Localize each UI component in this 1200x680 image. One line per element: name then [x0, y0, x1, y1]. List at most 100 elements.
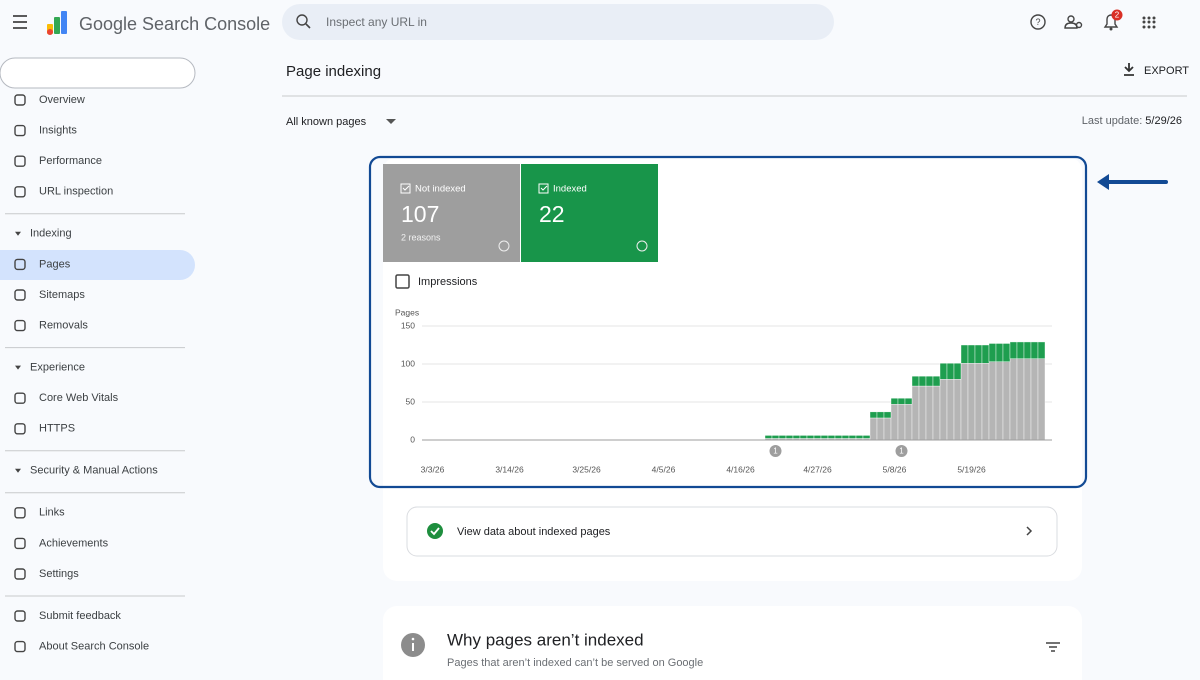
bar — [1023, 341, 1032, 359]
property-selector[interactable] — [0, 57, 196, 89]
bar — [813, 435, 822, 439]
product-name: Google Search Console — [79, 14, 270, 34]
bar — [953, 379, 962, 441]
tile-count: 107 — [401, 201, 439, 227]
nav-item[interactable]: Submit feedback — [39, 610, 121, 622]
users-button[interactable] — [1064, 15, 1083, 29]
highlight-frame — [368, 155, 1088, 489]
bar — [855, 435, 864, 439]
x-tick-label: 4/27/26 — [803, 464, 832, 474]
indexed-tile[interactable] — [521, 164, 658, 262]
y-axis-label: Pages — [395, 307, 419, 317]
nav-item[interactable]: HTTPS — [39, 423, 75, 435]
help-button[interactable]: ? — [1030, 14, 1046, 30]
nav-item[interactable]: Insights — [39, 125, 77, 137]
bar — [862, 435, 871, 439]
not-indexed-tile[interactable] — [383, 164, 520, 262]
filter-icon[interactable] — [1046, 642, 1060, 652]
bar — [904, 398, 913, 405]
x-tick-label: 5/19/26 — [957, 464, 986, 474]
annotation-label: 1 — [773, 447, 778, 456]
filter-dropdown[interactable]: All known pages — [286, 116, 367, 128]
notification-count: 2 — [1115, 11, 1120, 20]
nav-item[interactable]: Overview — [39, 94, 85, 106]
sidebar-heading[interactable]: Indexing — [30, 228, 72, 240]
apps-button[interactable] — [1142, 16, 1156, 29]
nav-icon — [14, 258, 26, 271]
export-icon — [1124, 63, 1134, 76]
bar — [792, 435, 801, 439]
page-title: Page indexing — [286, 63, 381, 80]
nav-item[interactable]: Performance — [39, 155, 102, 167]
bar — [806, 435, 815, 439]
chart: 0 50 100 150 3/3/26 3/14/26 3/25/26 4/5/26 4/16/… — [401, 320, 1052, 474]
impressions-checkbox[interactable] — [395, 274, 410, 289]
help-icon[interactable] — [498, 240, 510, 252]
bar — [918, 375, 927, 387]
bar — [939, 363, 948, 380]
indexed-link-card[interactable] — [406, 506, 1058, 557]
x-tick-label: 3/25/26 — [572, 464, 601, 474]
bar — [974, 344, 983, 364]
why-card — [383, 606, 1082, 680]
search-box[interactable] — [282, 4, 834, 40]
bar — [897, 398, 906, 405]
y-tick-label: 100 — [401, 358, 415, 368]
bar — [827, 435, 836, 439]
bar — [1016, 341, 1025, 359]
bar — [841, 435, 850, 439]
bar — [799, 435, 808, 439]
nav-item[interactable]: Settings — [39, 568, 79, 580]
bar — [967, 344, 976, 364]
tile-checkbox[interactable] — [538, 183, 549, 194]
bar — [995, 361, 1004, 441]
why-subtitle: Pages that aren’t indexed can’t be serve… — [447, 657, 703, 669]
nav-item[interactable]: Core Web Vitals — [39, 392, 119, 404]
help-icon[interactable] — [636, 240, 648, 252]
x-tick-label: 3/3/26 — [421, 464, 445, 474]
success-icon — [427, 523, 443, 539]
sidebar-heading[interactable]: Experience — [30, 362, 85, 374]
nav-item[interactable]: Achievements — [39, 537, 109, 549]
tile-checkbox[interactable] — [400, 183, 411, 194]
bar — [897, 404, 906, 441]
last-update-date: 5/29/26 — [1145, 115, 1182, 127]
check — [402, 185, 410, 191]
annotation-marker[interactable] — [895, 445, 908, 457]
report-card — [383, 157, 1082, 581]
bar — [764, 435, 773, 439]
notification-badge — [1111, 9, 1123, 21]
bar — [771, 435, 780, 439]
export-button[interactable]: EXPORT — [1144, 65, 1189, 77]
tile-label: Not indexed — [415, 184, 466, 195]
expand-caret — [15, 365, 21, 370]
nav-item[interactable]: Sitemaps — [39, 289, 85, 301]
nav-item[interactable]: URL inspection — [39, 186, 113, 198]
nav-icon — [14, 537, 26, 550]
x-tick-label: 3/14/26 — [495, 464, 524, 474]
bar — [876, 417, 885, 441]
check — [540, 185, 548, 191]
annotation-marker[interactable] — [769, 445, 782, 457]
bar — [967, 363, 976, 441]
bar — [988, 361, 997, 441]
bar — [869, 411, 878, 419]
bar — [1002, 343, 1011, 362]
bar — [1002, 361, 1011, 441]
chevron — [1026, 526, 1033, 536]
menu-button[interactable] — [13, 15, 27, 29]
bar — [960, 363, 969, 441]
bar — [1009, 341, 1018, 359]
nav-item[interactable]: About Search Console — [39, 641, 149, 653]
sidebar-heading[interactable]: Security & Manual Actions — [30, 465, 158, 477]
nav-icon — [14, 186, 26, 198]
nav-item[interactable]: Removals — [39, 320, 88, 332]
nav-item[interactable]: Pages — [39, 258, 71, 270]
nav-icon — [14, 319, 26, 332]
impressions-label: Impressions — [418, 276, 478, 288]
bar — [995, 343, 1004, 362]
nav-item[interactable]: Links — [39, 507, 65, 519]
bar — [1037, 341, 1046, 359]
